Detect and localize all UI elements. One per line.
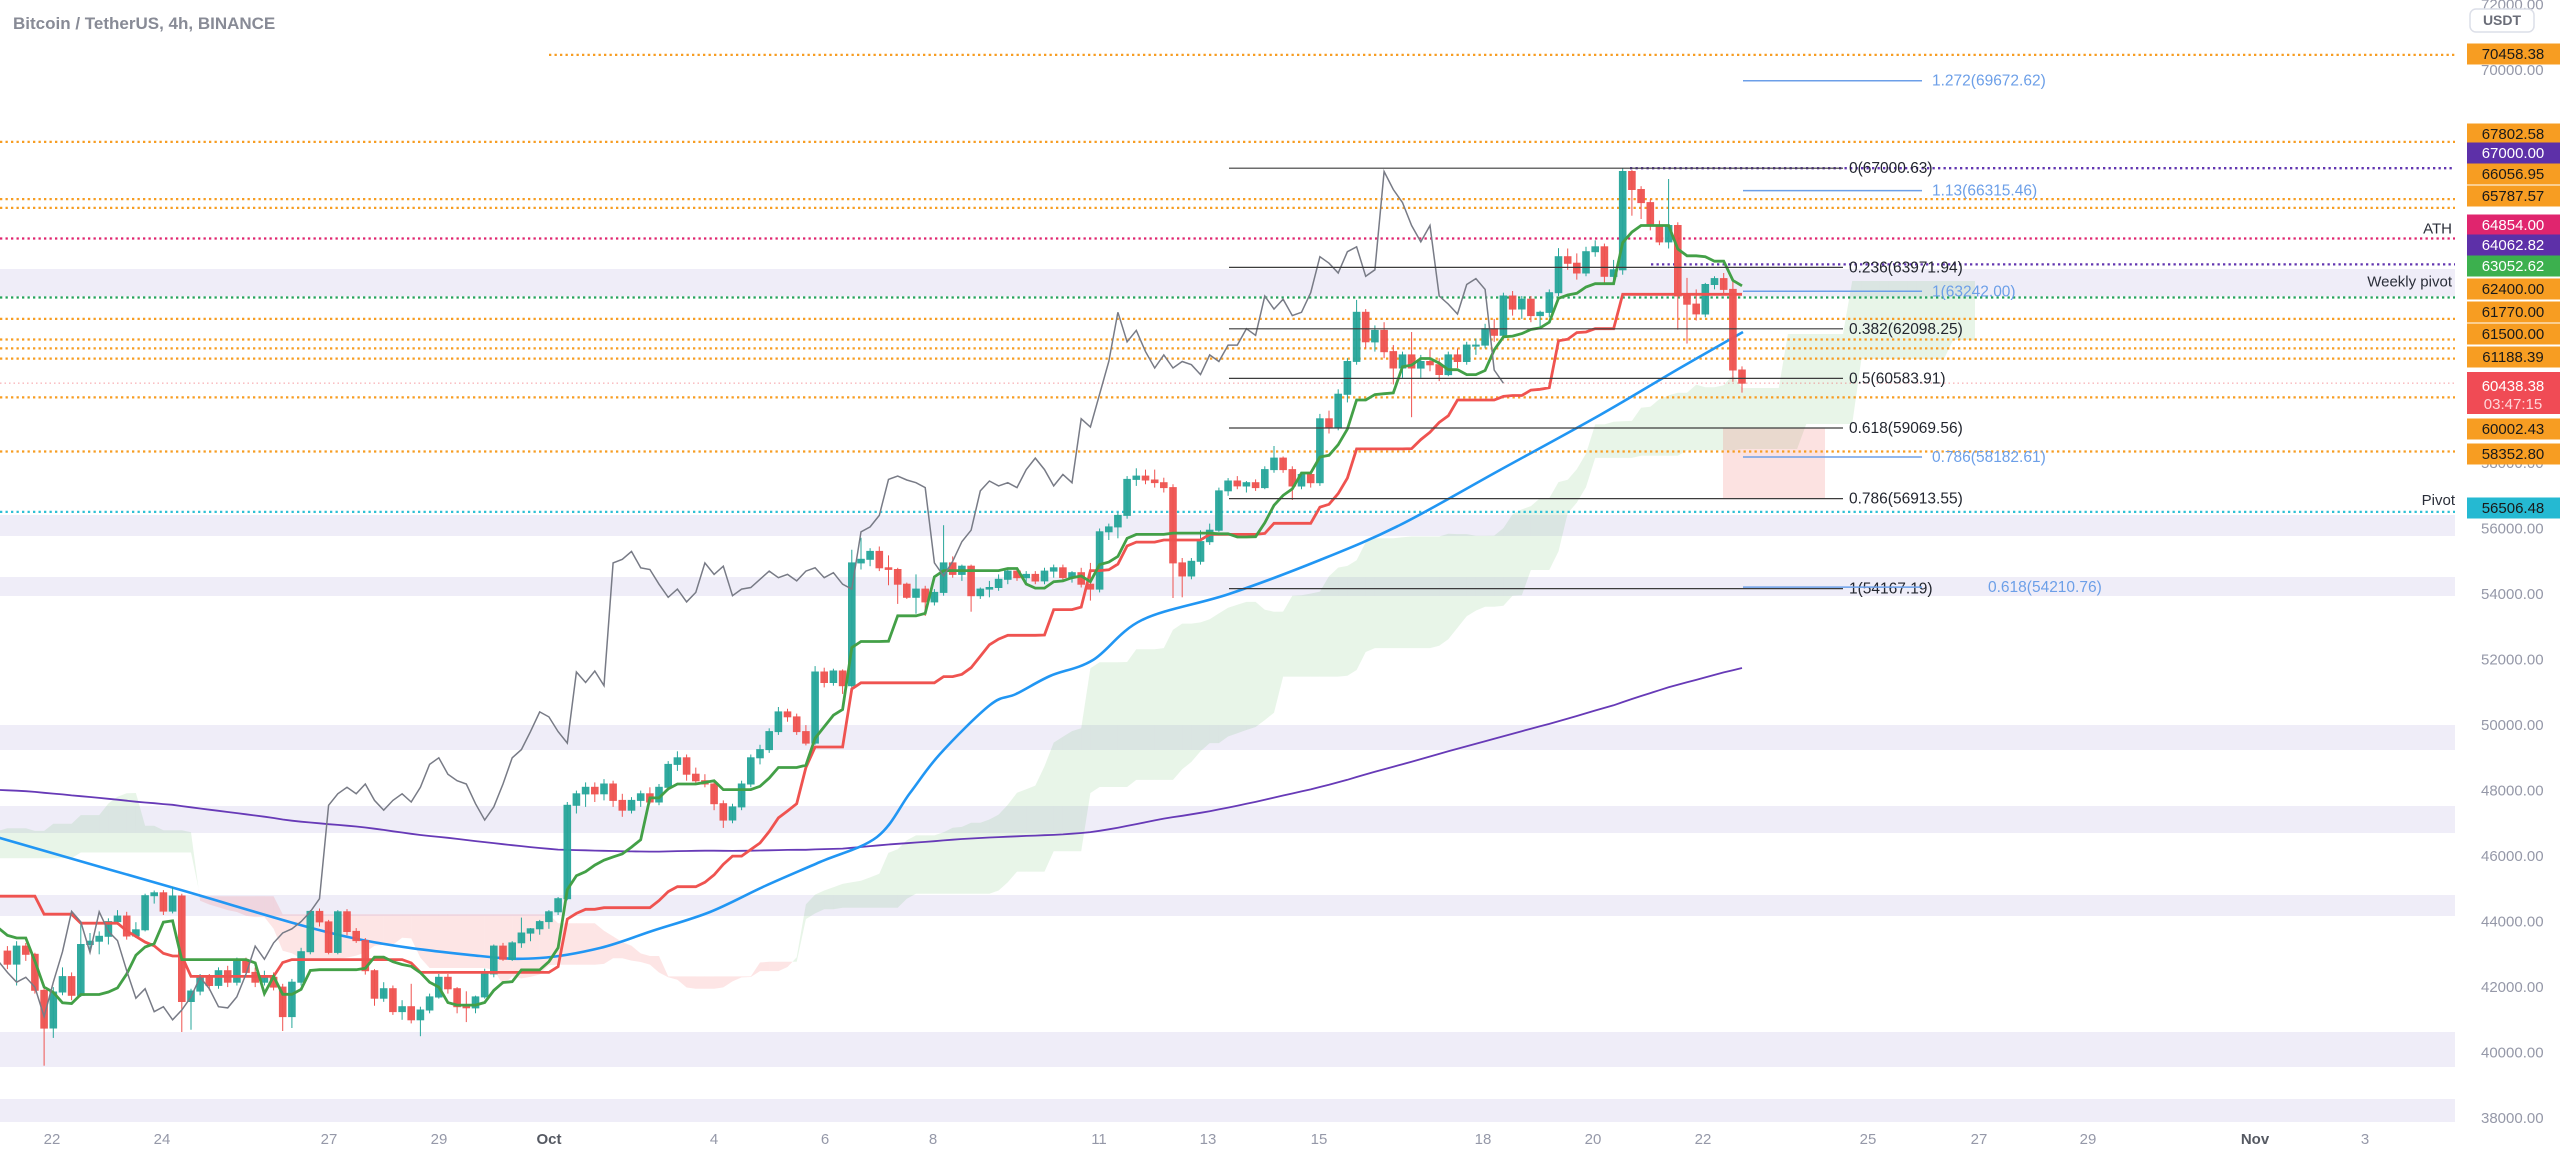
svg-text:52000.00: 52000.00 [2481, 652, 2544, 669]
svg-text:67000.00: 67000.00 [2482, 145, 2545, 162]
svg-text:0.786(58182.61): 0.786(58182.61) [1932, 449, 2046, 466]
svg-text:27: 27 [1971, 1131, 1988, 1148]
svg-text:Weekly pivot: Weekly pivot [2367, 274, 2453, 291]
svg-text:63052.62: 63052.62 [2482, 258, 2545, 275]
svg-text:0.618(54210.76): 0.618(54210.76) [1988, 579, 2102, 596]
svg-text:67802.58: 67802.58 [2482, 126, 2545, 143]
svg-text:0(67000.63): 0(67000.63) [1849, 160, 1933, 177]
svg-text:Bitcoin / TetherUS, 4h, BINANC: Bitcoin / TetherUS, 4h, BINANCE [13, 14, 275, 33]
svg-text:6: 6 [821, 1131, 829, 1148]
svg-text:Nov: Nov [2241, 1131, 2270, 1148]
svg-text:61770.00: 61770.00 [2482, 304, 2545, 321]
svg-text:62400.00: 62400.00 [2482, 281, 2545, 298]
svg-text:4: 4 [710, 1131, 718, 1148]
svg-text:1(54167.19): 1(54167.19) [1849, 581, 1933, 598]
svg-text:03:47:15: 03:47:15 [2484, 396, 2542, 413]
svg-text:1.272(69672.62): 1.272(69672.62) [1932, 73, 2046, 90]
svg-text:18: 18 [1475, 1131, 1492, 1148]
svg-text:0.236(63971.94): 0.236(63971.94) [1849, 259, 1963, 276]
svg-text:65787.57: 65787.57 [2482, 188, 2545, 205]
svg-text:USDT: USDT [2483, 12, 2522, 28]
svg-text:Pivot: Pivot [2422, 492, 2456, 509]
svg-text:29: 29 [431, 1131, 448, 1148]
svg-text:25: 25 [1860, 1131, 1877, 1148]
svg-text:3: 3 [2361, 1131, 2369, 1148]
svg-text:24: 24 [154, 1131, 171, 1148]
svg-text:44000.00: 44000.00 [2481, 914, 2544, 931]
svg-text:ATH: ATH [2423, 221, 2452, 238]
svg-text:13: 13 [1200, 1131, 1217, 1148]
svg-text:22: 22 [1695, 1131, 1712, 1148]
svg-text:70000.00: 70000.00 [2481, 62, 2544, 79]
svg-text:56506.48: 56506.48 [2482, 500, 2545, 517]
svg-text:70458.38: 70458.38 [2482, 46, 2545, 63]
svg-text:60438.38: 60438.38 [2482, 378, 2545, 395]
svg-text:40000.00: 40000.00 [2481, 1045, 2544, 1062]
svg-text:0.382(62098.25): 0.382(62098.25) [1849, 321, 1963, 338]
svg-text:50000.00: 50000.00 [2481, 717, 2544, 734]
svg-text:38000.00: 38000.00 [2481, 1110, 2544, 1127]
svg-text:1.13(66315.46): 1.13(66315.46) [1932, 183, 2037, 200]
svg-text:64062.82: 64062.82 [2482, 237, 2545, 254]
svg-text:11: 11 [1091, 1131, 1107, 1148]
svg-text:0.618(59069.56): 0.618(59069.56) [1849, 420, 1963, 437]
svg-text:64854.00: 64854.00 [2482, 217, 2545, 234]
svg-text:27: 27 [321, 1131, 338, 1148]
svg-text:0.786(56913.55): 0.786(56913.55) [1849, 491, 1963, 508]
svg-text:1(63242.00): 1(63242.00) [1932, 283, 2016, 300]
svg-text:20: 20 [1585, 1131, 1602, 1148]
svg-text:0.5(60583.91): 0.5(60583.91) [1849, 370, 1946, 387]
svg-text:60002.43: 60002.43 [2482, 421, 2545, 438]
svg-text:46000.00: 46000.00 [2481, 848, 2544, 865]
svg-text:61500.00: 61500.00 [2482, 326, 2545, 343]
svg-text:15: 15 [1311, 1131, 1328, 1148]
svg-text:66056.95: 66056.95 [2482, 166, 2545, 183]
svg-text:29: 29 [2080, 1131, 2097, 1148]
svg-text:22: 22 [44, 1131, 61, 1148]
svg-text:61188.39: 61188.39 [2482, 349, 2543, 366]
svg-text:56000.00: 56000.00 [2481, 521, 2544, 538]
svg-text:48000.00: 48000.00 [2481, 783, 2544, 800]
svg-text:8: 8 [929, 1131, 937, 1148]
svg-text:54000.00: 54000.00 [2481, 586, 2544, 603]
svg-text:42000.00: 42000.00 [2481, 979, 2544, 996]
svg-text:Oct: Oct [536, 1131, 561, 1148]
svg-text:58352.80: 58352.80 [2482, 446, 2545, 463]
